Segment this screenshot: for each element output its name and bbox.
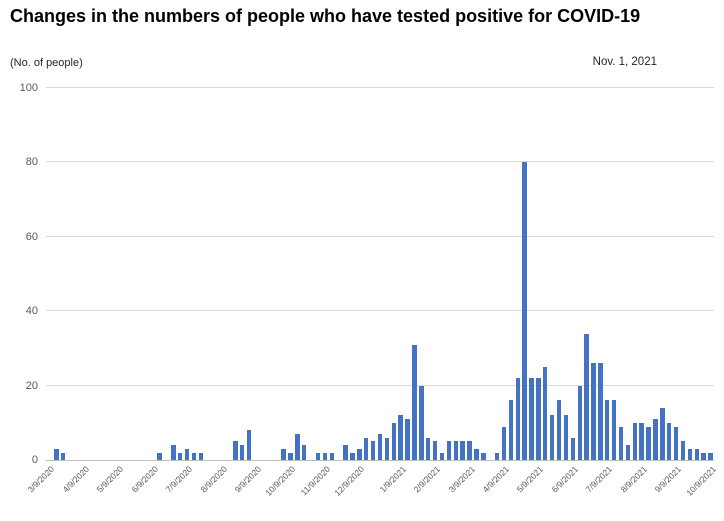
- bar: [439, 452, 445, 460]
- bar: [329, 452, 334, 460]
- bar: [673, 426, 679, 460]
- y-axis-tick-label: 20: [25, 379, 38, 392]
- y-axis-unit-label: (No. of people): [10, 57, 83, 69]
- chart-title: Changes in the numbers of people who hav…: [10, 6, 641, 26]
- y-axis-tick-label: 80: [25, 156, 38, 169]
- bar: [426, 437, 431, 460]
- bar: [61, 452, 66, 460]
- bar: [536, 378, 541, 460]
- y-axis-tick-label: 0: [31, 454, 38, 466]
- bar: [322, 452, 328, 460]
- bar: [233, 441, 238, 460]
- bar: [605, 400, 610, 460]
- bar: [570, 437, 576, 460]
- bar: [508, 400, 514, 460]
- bar: [653, 419, 658, 460]
- bar: [198, 452, 204, 460]
- bar: [295, 433, 300, 460]
- bar: [543, 367, 548, 460]
- bar: [584, 333, 589, 460]
- bar: [667, 422, 672, 460]
- bar: [680, 441, 686, 460]
- bar: [419, 385, 424, 460]
- bar: [281, 448, 286, 460]
- bar: [687, 448, 693, 460]
- gridline: [46, 87, 714, 88]
- bar: [315, 452, 321, 460]
- bar: [54, 448, 59, 460]
- bar: [694, 448, 699, 460]
- gridline: [46, 310, 714, 312]
- bar: [660, 407, 665, 460]
- bar: [391, 422, 396, 460]
- bar: [178, 452, 183, 460]
- bar: [246, 430, 252, 460]
- gridline: [46, 161, 714, 163]
- bar: [384, 437, 390, 460]
- bar: [708, 452, 713, 460]
- bar: [598, 363, 603, 460]
- bar: [549, 415, 555, 460]
- bar: [639, 422, 644, 460]
- bar: [611, 400, 617, 460]
- bar: [515, 378, 520, 460]
- gridline: [46, 235, 714, 237]
- bar: [501, 426, 507, 460]
- gridline: [46, 384, 714, 386]
- y-axis: 0 20 40 60 80 100: [0, 82, 38, 466]
- bar: [412, 344, 417, 460]
- bar: [632, 422, 637, 460]
- bar: [556, 400, 562, 460]
- y-axis-tick-label: 100: [19, 82, 38, 94]
- bar: [240, 445, 245, 460]
- date-label: Nov. 1, 2021: [592, 56, 657, 68]
- bar: [701, 452, 706, 460]
- bar: [377, 433, 383, 460]
- y-axis-tick-label: 40: [25, 305, 38, 318]
- bar: [302, 445, 307, 460]
- bar: [618, 426, 624, 460]
- bar: [405, 419, 410, 460]
- bar: [453, 441, 458, 460]
- bar: [184, 448, 190, 460]
- bar: [563, 415, 569, 460]
- bar: [157, 452, 162, 460]
- bar: [446, 441, 452, 460]
- bar: [591, 363, 596, 460]
- bar: [460, 441, 465, 460]
- bar: [191, 452, 197, 460]
- bar: [398, 415, 403, 460]
- bar: [529, 378, 534, 460]
- bar: [350, 452, 355, 460]
- bar: [577, 385, 582, 460]
- bar: [171, 445, 176, 460]
- bar: [522, 162, 527, 460]
- bar: [481, 452, 486, 460]
- bar: [343, 445, 348, 460]
- y-axis-tick-label: 60: [25, 230, 38, 243]
- bar: [432, 441, 438, 460]
- bar: [357, 448, 362, 460]
- bar: [370, 441, 376, 460]
- bar: [364, 437, 369, 460]
- plot-area: [46, 87, 714, 461]
- bar: [474, 448, 479, 460]
- bar: [494, 452, 500, 460]
- bar: [467, 441, 472, 460]
- x-axis: 3/9/2020 4/9/2020 5/9/2020 6/9/2020 7/9/2020…: [26, 462, 718, 520]
- bar: [288, 452, 293, 460]
- bar: [625, 445, 631, 460]
- bar: [646, 426, 651, 460]
